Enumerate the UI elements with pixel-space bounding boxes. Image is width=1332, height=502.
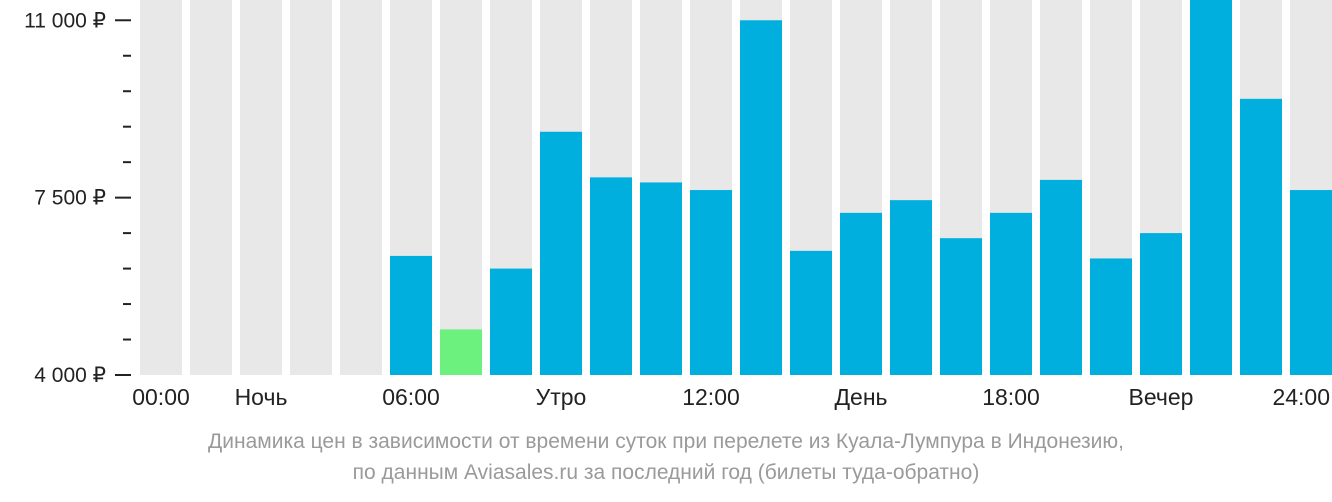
bar (840, 212, 882, 375)
chart-caption-line-1: Динамика цен в зависимости от времени су… (208, 430, 1124, 453)
x-tick-label: Вечер (1129, 384, 1194, 410)
x-tick-label: 24:00 (1272, 384, 1330, 410)
bar (640, 182, 682, 375)
bar (990, 212, 1032, 375)
background-column (240, 0, 282, 375)
background-column (440, 0, 482, 375)
bar (1240, 98, 1282, 375)
bar (490, 268, 532, 375)
bar (890, 200, 932, 375)
x-tick-label: 00:00 (132, 384, 190, 410)
x-tick-label: 12:00 (682, 384, 740, 410)
chart-caption-line-2: по данным Aviasales.ru за последний год … (352, 461, 980, 484)
x-tick-label: 18:00 (982, 384, 1040, 410)
bar (1090, 258, 1132, 375)
x-tick-label: День (834, 384, 887, 410)
bar (740, 20, 782, 376)
background-column (140, 0, 182, 375)
background-column (340, 0, 382, 375)
bar-cheapest (440, 329, 482, 375)
bar (1040, 179, 1082, 375)
bar (790, 250, 832, 375)
price-by-hour-chart: 11 000 ₽ 7 500 ₽ 4 000 ₽ 00:00 Ночь 06:00 Утро… (24, 0, 1332, 410)
x-tick-label: 06:00 (382, 384, 440, 410)
x-tick-label: Утро (536, 384, 587, 410)
y-tick-label: 4 000 ₽ (34, 364, 106, 387)
y-tick-label: 11 000 ₽ (24, 9, 106, 32)
background-column (190, 0, 232, 375)
bar (1290, 190, 1332, 375)
bar (690, 190, 732, 375)
bar (1190, 0, 1232, 375)
bar (1140, 233, 1182, 375)
bar (940, 238, 982, 375)
x-tick-label: Ночь (235, 384, 288, 410)
background-column (290, 0, 332, 375)
bar (590, 177, 632, 375)
y-tick-label: 7 500 ₽ (34, 187, 106, 210)
bar (540, 131, 582, 375)
bar (390, 255, 432, 375)
